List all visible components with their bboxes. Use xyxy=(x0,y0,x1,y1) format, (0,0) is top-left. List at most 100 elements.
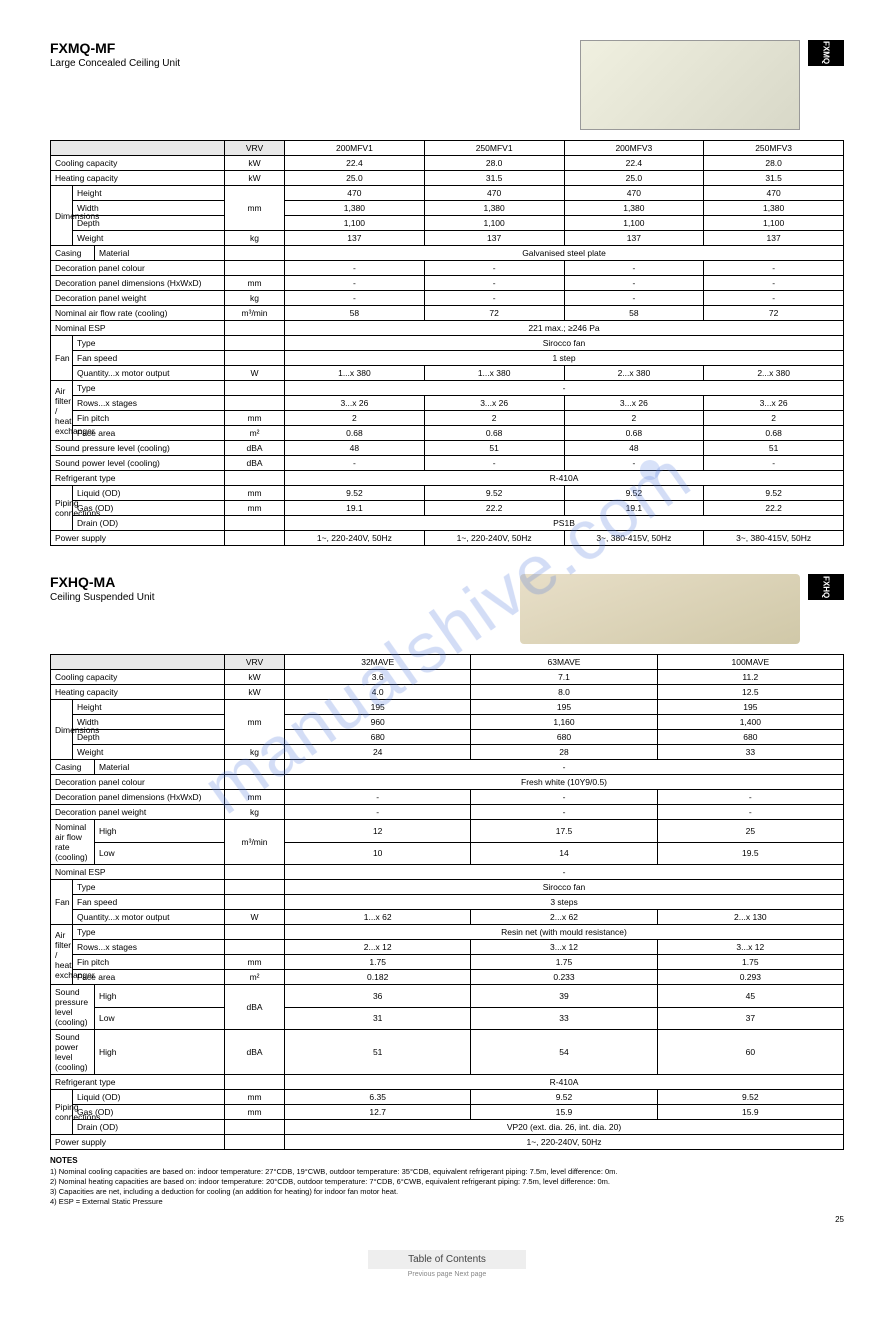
row-label: Decoration panel weight xyxy=(51,291,225,306)
filter-group: Air filter / heat exchanger xyxy=(51,925,73,985)
fan-group: Fan xyxy=(51,880,73,925)
cell: 51 xyxy=(285,1030,471,1075)
unit: mm xyxy=(225,1105,285,1120)
cell: VP20 (ext. dia. 26, int. dia. 20) xyxy=(285,1120,844,1135)
row-label: Power supply xyxy=(51,1135,225,1150)
unit: mm xyxy=(225,790,285,805)
col-h: 32MAVE xyxy=(285,655,471,670)
note-item: 3) Capacities are net, including a deduc… xyxy=(50,1187,844,1197)
cell: 19.1 xyxy=(285,501,425,516)
row-label: Decoration panel dimensions (HxWxD) xyxy=(51,790,225,805)
row-label: Quantity...x motor output xyxy=(73,366,225,381)
cell: 470 xyxy=(285,186,425,201)
cell: 0.68 xyxy=(285,426,425,441)
cell: 2...x 12 xyxy=(285,940,471,955)
footer-nav[interactable]: Previous page Next page xyxy=(50,1271,844,1278)
spec-table-2: VRV 32MAVE 63MAVE 100MAVE Cooling capaci… xyxy=(50,654,844,1150)
cell: - xyxy=(285,790,471,805)
cell: 58 xyxy=(285,306,425,321)
row-label: Refrigerant type xyxy=(51,471,225,486)
unit: kW xyxy=(225,685,285,700)
cell: 60 xyxy=(657,1030,843,1075)
cell: 3...x 12 xyxy=(471,940,657,955)
row-label: Decoration panel weight xyxy=(51,805,225,820)
cell: 2...x 62 xyxy=(471,910,657,925)
unit: kW xyxy=(225,156,285,171)
s2-title: FXHQ-MA xyxy=(50,574,520,590)
row-label: Type xyxy=(73,381,225,396)
cell: 1.75 xyxy=(285,955,471,970)
cell: 0.182 xyxy=(285,970,471,985)
unit: dBA xyxy=(225,456,285,471)
unit: kW xyxy=(225,171,285,186)
cell: 19.5 xyxy=(657,842,843,865)
row-label: Type xyxy=(73,925,225,940)
cell: 1...x 380 xyxy=(285,366,425,381)
cell: 0.293 xyxy=(657,970,843,985)
cell: 9.52 xyxy=(471,1090,657,1105)
cell: 33 xyxy=(657,745,843,760)
row-label: Type xyxy=(73,880,225,895)
cell: 37 xyxy=(657,1007,843,1030)
cell: 72 xyxy=(704,306,844,321)
cell: 3.6 xyxy=(285,670,471,685)
cell: 2...x 380 xyxy=(704,366,844,381)
row-label: High xyxy=(95,985,225,1008)
notes-block: NOTES 1) Nominal cooling capacities are … xyxy=(50,1156,844,1207)
cell: 1,380 xyxy=(285,201,425,216)
row-label: High xyxy=(95,820,225,843)
cell: 680 xyxy=(657,730,843,745)
cell: 22.2 xyxy=(704,501,844,516)
cell: 25.0 xyxy=(285,171,425,186)
row-label: Nominal ESP xyxy=(51,321,225,336)
cell: 470 xyxy=(424,186,564,201)
row-label: Fan speed xyxy=(73,351,225,366)
cell: 31.5 xyxy=(424,171,564,186)
cell: 4.0 xyxy=(285,685,471,700)
cell: 2 xyxy=(704,411,844,426)
cell: Galvanised steel plate xyxy=(285,246,844,261)
unit: mm xyxy=(225,486,285,501)
cell: - xyxy=(657,790,843,805)
row-label: Nominal ESP xyxy=(51,865,225,880)
cell: 0.68 xyxy=(704,426,844,441)
cell: Sirocco fan xyxy=(285,336,844,351)
cell: R-410A xyxy=(285,1075,844,1090)
cell: 470 xyxy=(564,186,704,201)
unit: dBA xyxy=(225,441,285,456)
row-label: Rows...x stages xyxy=(73,940,225,955)
cell: 31 xyxy=(285,1007,471,1030)
cell: 7.1 xyxy=(471,670,657,685)
pipe-group: Piping connections xyxy=(51,1090,73,1135)
toc-link[interactable]: Table of Contents xyxy=(368,1250,526,1269)
note-item: 4) ESP = External Static Pressure xyxy=(50,1197,844,1207)
cell: 1...x 62 xyxy=(285,910,471,925)
unit: m² xyxy=(225,426,285,441)
row-label: Quantity...x motor output xyxy=(73,910,225,925)
cell: 15.9 xyxy=(657,1105,843,1120)
cell: - xyxy=(704,276,844,291)
cell: 9.52 xyxy=(564,486,704,501)
cell: - xyxy=(564,276,704,291)
cell: 22.4 xyxy=(564,156,704,171)
cell: 470 xyxy=(704,186,844,201)
unit: kg xyxy=(225,291,285,306)
cell: 45 xyxy=(657,985,843,1008)
unit: mm xyxy=(225,955,285,970)
cell: 1.75 xyxy=(657,955,843,970)
cell: 221 max.; ≥246 Pa xyxy=(285,321,844,336)
fan-group: Fan xyxy=(51,336,73,381)
unit: dBA xyxy=(225,1030,285,1075)
cell: - xyxy=(471,790,657,805)
col-h: 250MFV3 xyxy=(704,141,844,156)
cell: 1,380 xyxy=(564,201,704,216)
dim-group: Dimensions xyxy=(51,700,73,760)
cell: 25.0 xyxy=(564,171,704,186)
dim-group: Dimensions xyxy=(51,186,73,246)
cell: 31.5 xyxy=(704,171,844,186)
cell: - xyxy=(564,291,704,306)
cell: - xyxy=(424,261,564,276)
cell: 195 xyxy=(657,700,843,715)
cell: 11.2 xyxy=(657,670,843,685)
cell: 10 xyxy=(285,842,471,865)
